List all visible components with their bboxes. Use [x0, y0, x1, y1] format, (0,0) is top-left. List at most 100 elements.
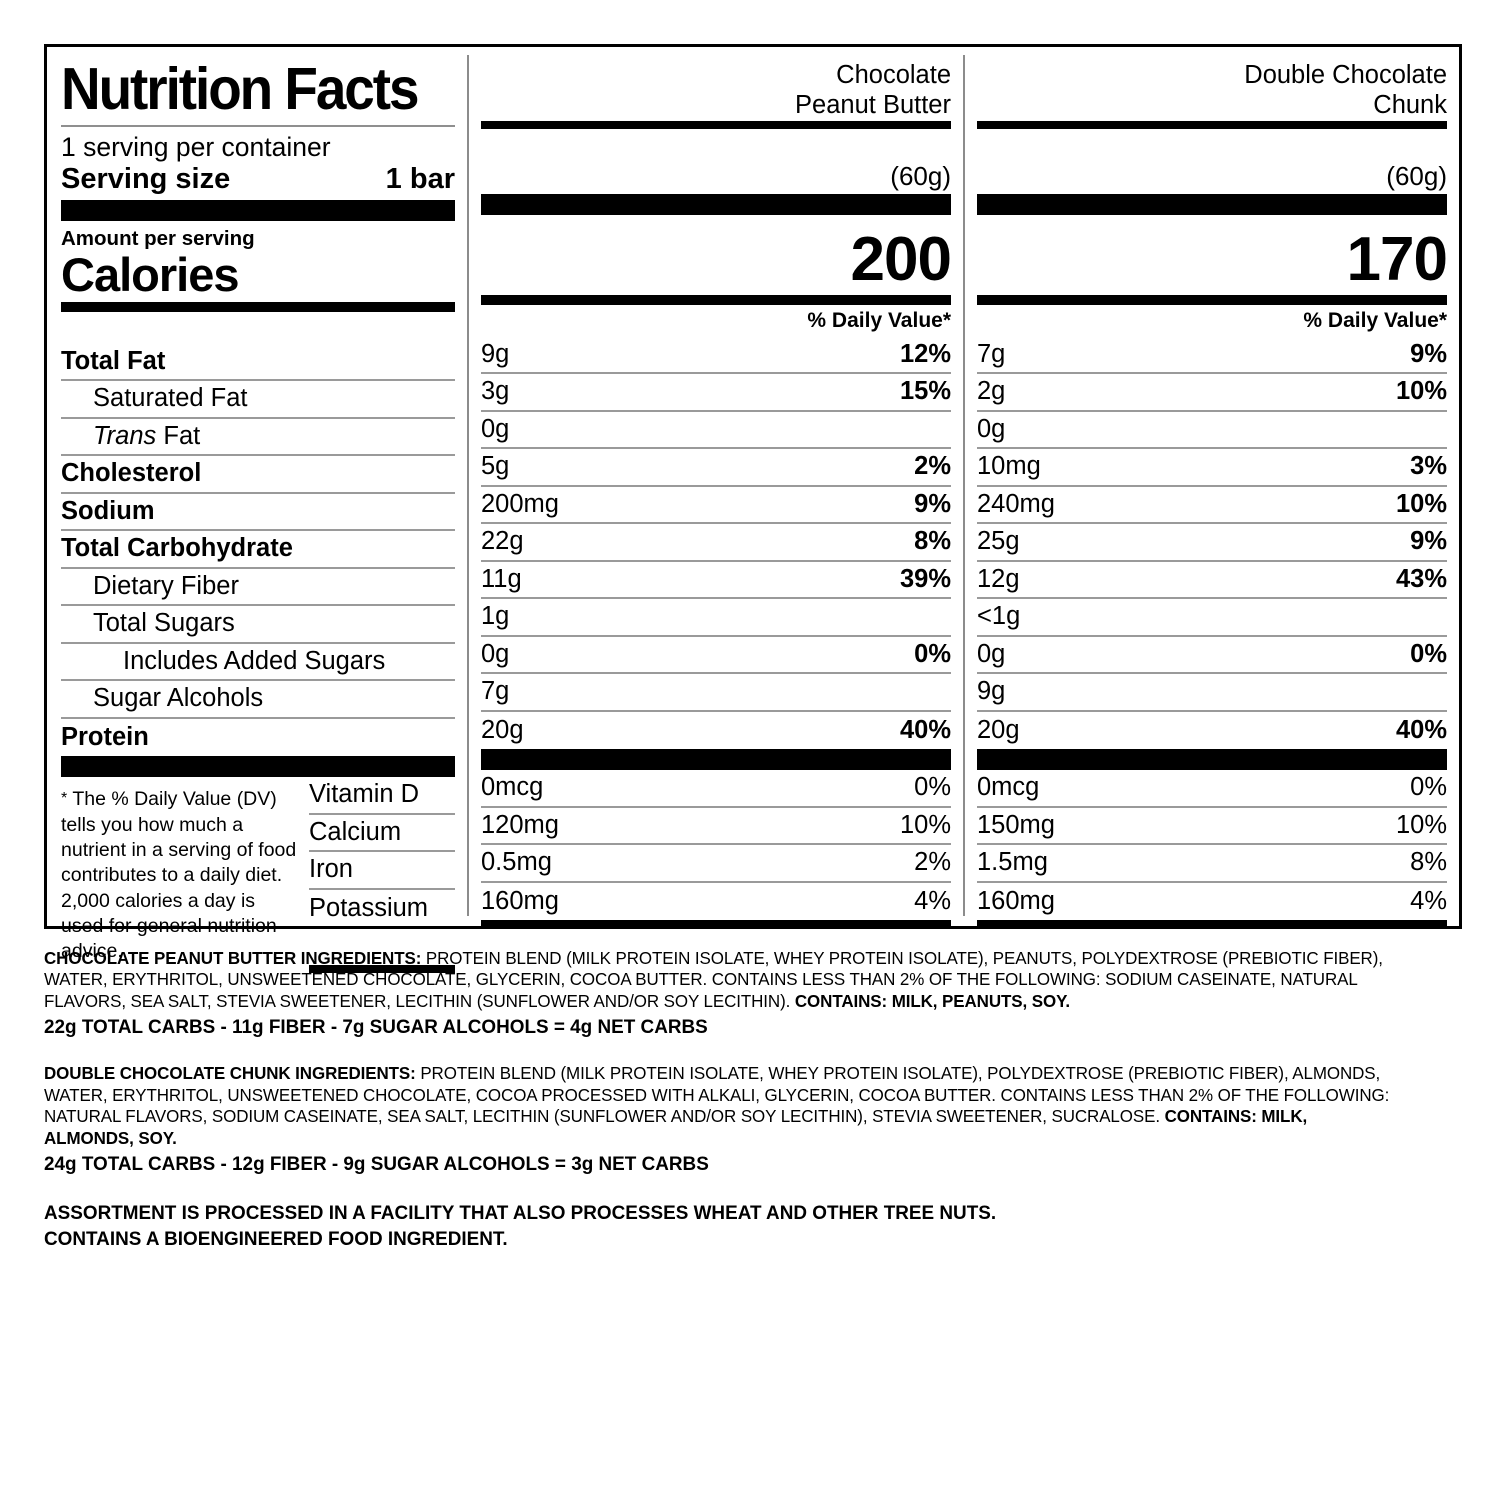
nutrient-label-column: Nutrition Facts 1 serving per container …: [47, 47, 467, 973]
footnote-text: The % Daily Value (DV) tells you how muc…: [61, 788, 297, 963]
thick-divider-serving: [481, 193, 951, 215]
thick-divider-bottom: [481, 920, 951, 929]
nutrient-value-row: 9g: [977, 674, 1447, 712]
thick-divider-product-name: [977, 120, 1447, 129]
nutrient-row: Includes Added Sugars: [61, 644, 455, 682]
vitamin-name: Vitamin D: [309, 780, 420, 809]
nutrient-name: Total Carbohydrate: [61, 534, 293, 563]
nutrient-amount: 0g: [481, 639, 510, 668]
nutrient-amount: 200mg: [481, 489, 559, 518]
nutrient-amount: 25g: [977, 527, 1020, 556]
nutrient-daily-value: 0%: [914, 639, 951, 668]
vitamin-daily-value: 10%: [899, 810, 951, 839]
vitamin-row: Iron: [309, 852, 455, 890]
ingredient-block: DOUBLE CHOCOLATE CHUNK INGREDIENTS: PROT…: [44, 1063, 1444, 1178]
nutrient-name: Saturated Fat: [93, 384, 248, 413]
serving-size-label: Serving size: [61, 163, 231, 196]
ingredient-paragraph: CHOCOLATE PEANUT BUTTER INGREDIENTS: PRO…: [44, 948, 1383, 1011]
nutrient-amount: 1g: [481, 602, 510, 631]
vitamin-daily-value: 0%: [914, 773, 951, 802]
vitamin-value-row: 160mg 4%: [481, 883, 951, 921]
thick-divider-calories: [481, 294, 951, 305]
ingredients-section: CHOCOLATE PEANUT BUTTER INGREDIENTS: PRO…: [44, 948, 1444, 1252]
vitamin-value-row: 120mg 10%: [481, 808, 951, 846]
nutrient-value-row: 2g 10%: [977, 374, 1447, 412]
calories-value: 200: [850, 224, 952, 294]
nutrient-amount: 20g: [481, 715, 524, 744]
nutrient-name: Cholesterol: [61, 459, 202, 488]
nutrition-facts-label: Nutrition Facts 1 serving per container …: [44, 44, 1462, 973]
nutrient-amount: 240mg: [977, 489, 1055, 518]
nutrient-value-row: 240mg 10%: [977, 487, 1447, 525]
nutrient-name: Dietary Fiber: [93, 571, 239, 600]
product-column-double-chocolate-chunk: Double Chocolate Chunk (60g) 170 % Daily…: [965, 47, 1459, 929]
nutrient-daily-value: 40%: [899, 715, 951, 744]
thick-divider-bottom-left: [309, 964, 455, 973]
page-title: Nutrition Facts: [61, 56, 420, 122]
column-divider-1: [467, 55, 469, 916]
nutrient-amount: 22g: [481, 527, 524, 556]
nutrient-name: Trans Fat: [93, 421, 201, 450]
vitamin-daily-value: 10%: [1395, 810, 1447, 839]
thick-divider-protein: [61, 756, 455, 778]
nutrient-row: Cholesterol: [61, 456, 455, 494]
nutrient-daily-value: 8%: [914, 527, 951, 556]
nutrient-value-row: 12g 43%: [977, 562, 1447, 600]
vitamin-daily-value: 4%: [1410, 886, 1447, 915]
nutrient-row: Saturated Fat: [61, 381, 455, 419]
daily-value-header-spacer: [61, 312, 455, 344]
nutrient-amount: 9g: [977, 677, 1006, 706]
nutrient-amount: 7g: [977, 339, 1006, 368]
vitamin-amount: 150mg: [977, 810, 1055, 839]
nutrient-value-row: 0g 0%: [481, 637, 951, 675]
vitamin-amount: 0mcg: [481, 773, 544, 802]
ingredient-heading: DOUBLE CHOCOLATE CHUNK INGREDIENTS:: [44, 1063, 416, 1084]
nutrient-value-row: 9g 12%: [481, 337, 951, 375]
nutrient-row: Trans Fat: [61, 419, 455, 457]
vitamin-daily-value: 8%: [1410, 848, 1447, 877]
nutrient-daily-value: 10%: [1395, 377, 1447, 406]
nutrient-value-row: 5g 2%: [481, 449, 951, 487]
nutrient-amount: 5g: [481, 452, 510, 481]
daily-value-header: % Daily Value*: [1303, 308, 1447, 332]
thick-divider-serving: [977, 193, 1447, 215]
vitamin-row: Vitamin D: [309, 777, 455, 815]
vitamin-amount: 160mg: [977, 886, 1055, 915]
nutrient-daily-value: 3%: [1410, 452, 1447, 481]
nutrient-row: Sugar Alcohols: [61, 681, 455, 719]
nutrient-value-row: 25g 9%: [977, 524, 1447, 562]
nutrient-row: Total Sugars: [61, 606, 455, 644]
product-name: Chocolate Peanut Butter: [795, 61, 951, 119]
nutrient-amount: 0g: [977, 639, 1006, 668]
nutrient-amount: 0g: [481, 414, 510, 443]
nutrient-value-row: 20g 40%: [977, 712, 1447, 750]
vitamin-value-list: 0mcg 0% 120mg 10% 0.5mg 2% 160mg 4%: [481, 770, 951, 920]
allergen-note-line: ASSORTMENT IS PROCESSED IN A FACILITY TH…: [44, 1201, 997, 1224]
vitamin-value-row: 0.5mg 2%: [481, 845, 951, 883]
nutrient-daily-value: 15%: [899, 377, 951, 406]
nutrient-daily-value: 40%: [1395, 715, 1447, 744]
daily-value-header: % Daily Value*: [807, 308, 951, 332]
thick-divider-protein: [977, 749, 1447, 771]
nutrient-name: Includes Added Sugars: [123, 646, 386, 675]
vitamin-name: Potassium: [309, 893, 429, 922]
nutrient-daily-value: 0%: [1410, 639, 1447, 668]
vitamin-row: Calcium: [309, 815, 455, 853]
nutrient-value-list: 9g 12% 3g 15% 0g 5g 2% 200mg 9% 22g 8% 11g 39% 1g 0g 0%…: [481, 337, 951, 750]
nutrient-daily-value: 9%: [914, 489, 951, 518]
nutrient-daily-value: 43%: [1395, 564, 1447, 593]
nutrient-amount: <1g: [977, 602, 1021, 631]
amount-per-serving-label: Amount per serving: [61, 227, 255, 251]
vitamin-daily-value: 4%: [914, 886, 951, 915]
nutrient-row: Protein: [61, 719, 455, 757]
column-divider-2: [963, 55, 965, 916]
nutrient-name: Total Fat: [61, 346, 166, 375]
nutrient-value-row: 0g: [481, 412, 951, 450]
vitamin-row: Potassium: [309, 890, 455, 928]
nutrient-value-list: 7g 9% 2g 10% 0g 10mg 3% 240mg 10% 25g 9% 12g 43% <1g 0…: [977, 337, 1447, 750]
nutrient-amount: 0g: [977, 414, 1006, 443]
nutrient-daily-value: 9%: [1410, 527, 1447, 556]
footnote-and-vitamin-names: * The % Daily Value (DV) tells you how m…: [61, 777, 455, 964]
net-carbs-statement: 22g TOTAL CARBS - 11g FIBER - 7g SUGAR A…: [44, 1016, 708, 1039]
